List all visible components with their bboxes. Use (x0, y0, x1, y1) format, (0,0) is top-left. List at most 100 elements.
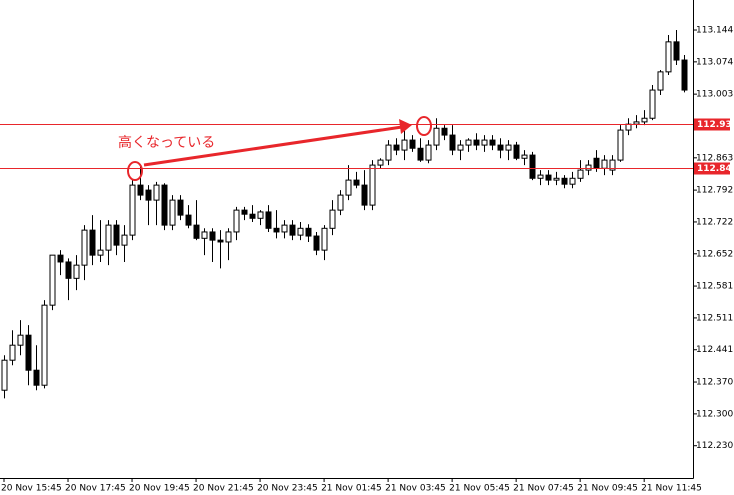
candle-body (329, 209, 336, 229)
plot (1, 30, 688, 399)
candle-body (369, 164, 376, 206)
x-tick-label: 20 Nov 21:45 (193, 484, 254, 494)
candle-body (25, 334, 32, 371)
candle-body (561, 177, 568, 185)
candle-body (265, 211, 272, 229)
candle-body (81, 229, 88, 266)
annotation: 高くなっている (118, 134, 215, 151)
candle-body (529, 154, 536, 179)
candle-body (289, 224, 296, 236)
level-label: 112.937 (697, 120, 734, 130)
candle-body (65, 261, 72, 279)
candle-body (9, 344, 16, 361)
x-tick-label: 21 Nov 03:45 (385, 484, 446, 494)
x-tick-label: 20 Nov 23:45 (257, 484, 318, 494)
candle-body (337, 194, 344, 211)
candle-body (393, 144, 400, 151)
candle-body (481, 139, 488, 146)
candle-body (537, 174, 544, 179)
level-label: 112.841 (697, 164, 734, 174)
candle-body (361, 184, 368, 206)
candle-body (569, 177, 576, 185)
candle-body (305, 227, 312, 237)
y-tick-label: 112.441 (696, 345, 733, 355)
candle-body (249, 213, 256, 219)
candle-body (161, 184, 168, 226)
candle-body (433, 127, 440, 146)
candle-body (97, 249, 104, 256)
y-tick-label: 113.003 (696, 90, 733, 100)
candle-body (257, 211, 264, 219)
candle-body (425, 144, 432, 161)
candle-body (113, 224, 120, 246)
candle-body (33, 369, 40, 386)
candle-body (585, 164, 592, 171)
y-tick-label: 112.722 (696, 217, 733, 227)
candle-body (209, 231, 216, 241)
candle-body (681, 59, 688, 91)
candle-body (145, 189, 152, 201)
candle-body (41, 304, 48, 386)
candle-body (409, 139, 416, 149)
candle-body (625, 123, 632, 131)
x-tick-label: 20 Nov 15:45 (1, 484, 62, 494)
x-tick-label: 20 Nov 17:45 (65, 484, 126, 494)
candle-body (521, 154, 528, 159)
candle-body (345, 179, 352, 196)
candle-body (577, 169, 584, 179)
y-tick-label: 112.300 (696, 409, 733, 419)
y-tick-label: 112.863 (696, 153, 733, 163)
candle-body (465, 139, 472, 146)
candle-body (505, 144, 512, 151)
candle-body (441, 127, 448, 136)
candle-body (201, 231, 208, 239)
candle-body (641, 117, 648, 123)
circle (416, 116, 432, 136)
y-tick-label: 112.230 (696, 441, 733, 451)
annotation-layer: 高くなっている (118, 116, 432, 181)
candle-body (489, 139, 496, 146)
x-tick-label: 21 Nov 07:45 (513, 484, 574, 494)
candle-body (609, 159, 616, 171)
candle-body (137, 184, 144, 196)
candle-body (241, 209, 248, 215)
y-tick-label: 113.144 (696, 26, 733, 36)
y-tick-label: 112.511 (696, 313, 733, 323)
candle-body (417, 147, 424, 161)
candle-body (473, 139, 480, 146)
candle-body (617, 129, 624, 161)
x-tick-label: 21 Nov 09:45 (577, 484, 638, 494)
candle-body (273, 227, 280, 233)
x-tick-label: 20 Nov 19:45 (129, 484, 190, 494)
candle-body (17, 334, 24, 346)
candle-body (649, 89, 656, 119)
candle-body (217, 239, 224, 243)
candle-body (153, 184, 160, 201)
candle-body (657, 71, 664, 91)
candle-body (553, 177, 560, 181)
y-tick-label: 112.370 (696, 378, 733, 388)
candle-body (633, 121, 640, 125)
candle-body (1, 359, 8, 391)
candle-body (313, 235, 320, 251)
candle-body (89, 229, 96, 256)
candle-body (129, 184, 136, 236)
candle-body (513, 144, 520, 159)
candle-body (57, 254, 64, 263)
x-tick-label: 21 Nov 01:45 (321, 484, 382, 494)
level-label-box (694, 162, 730, 175)
level-label-box (694, 118, 730, 131)
candle-body (225, 231, 232, 243)
candle-body (169, 199, 176, 226)
candle-body (105, 224, 112, 251)
candle-body (177, 199, 184, 216)
candle-body (601, 159, 608, 169)
candle-body (385, 144, 392, 161)
candle-body (401, 139, 408, 151)
candle-body (377, 159, 384, 166)
candle-body (297, 227, 304, 236)
candle-body (593, 157, 600, 169)
candle-body (193, 224, 200, 239)
candle-body (73, 264, 80, 279)
